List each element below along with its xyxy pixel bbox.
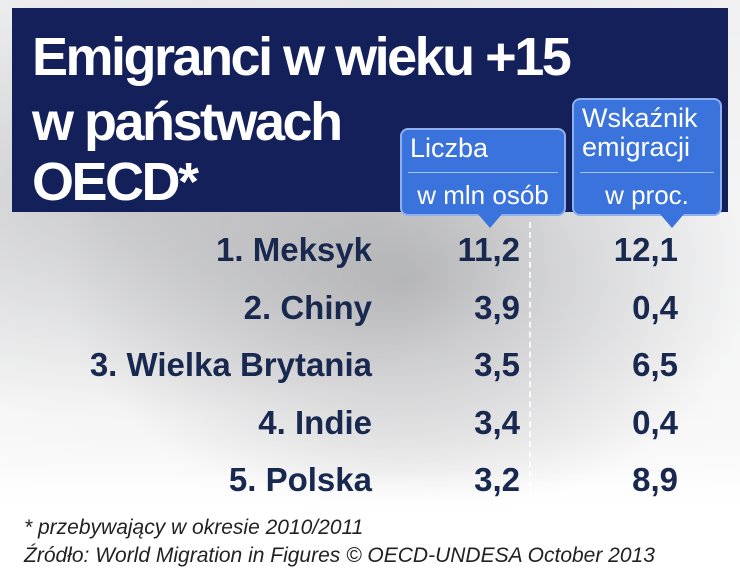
title-line: Emigranci w wieku +15 <box>32 27 572 87</box>
footnote: * przebywający w okresie 2010/2011 <box>24 516 364 539</box>
bubble-pointer <box>478 214 502 228</box>
rate-value: 0,4 <box>632 288 678 326</box>
country-label: 1. Meksyk <box>216 231 372 268</box>
column-header: Liczba w mln osób <box>400 128 566 216</box>
count-value: 3,4 <box>474 403 520 441</box>
column-title: Wskaźnik <box>582 103 698 133</box>
rate-value: 6,5 <box>632 346 678 383</box>
column-divider <box>529 222 531 497</box>
separator <box>408 172 558 173</box>
column-title: emigracji <box>582 132 691 163</box>
rate-value: 0,4 <box>632 403 678 441</box>
bubble-pointer <box>660 214 684 228</box>
country-label: 2. Chiny <box>243 288 372 326</box>
column-title: Liczba <box>410 133 489 163</box>
column-unit: w mln osób <box>417 180 549 210</box>
column-unit: w proc. <box>605 180 689 210</box>
rate-value: 12,1 <box>613 231 678 268</box>
count-value: 3,5 <box>474 346 520 383</box>
count-value: 3,9 <box>474 288 520 326</box>
country-label: 5. Polska <box>228 461 372 498</box>
count-value: 11,2 <box>457 231 520 268</box>
title-line: OECD* <box>32 152 199 212</box>
background-fade <box>0 470 740 582</box>
title-line: w państwach <box>32 92 343 152</box>
column-header: Wskaźnik emigracji w proc. <box>572 98 722 216</box>
source: Źródło: World Migration in Figures © OEC… <box>24 544 655 567</box>
count-value: 3,2 <box>474 461 520 498</box>
rate-value: 8,9 <box>632 461 678 498</box>
separator <box>580 172 714 173</box>
country-label: 4. Indie <box>258 403 372 441</box>
country-label: 3. Wielka Brytania <box>89 346 372 383</box>
